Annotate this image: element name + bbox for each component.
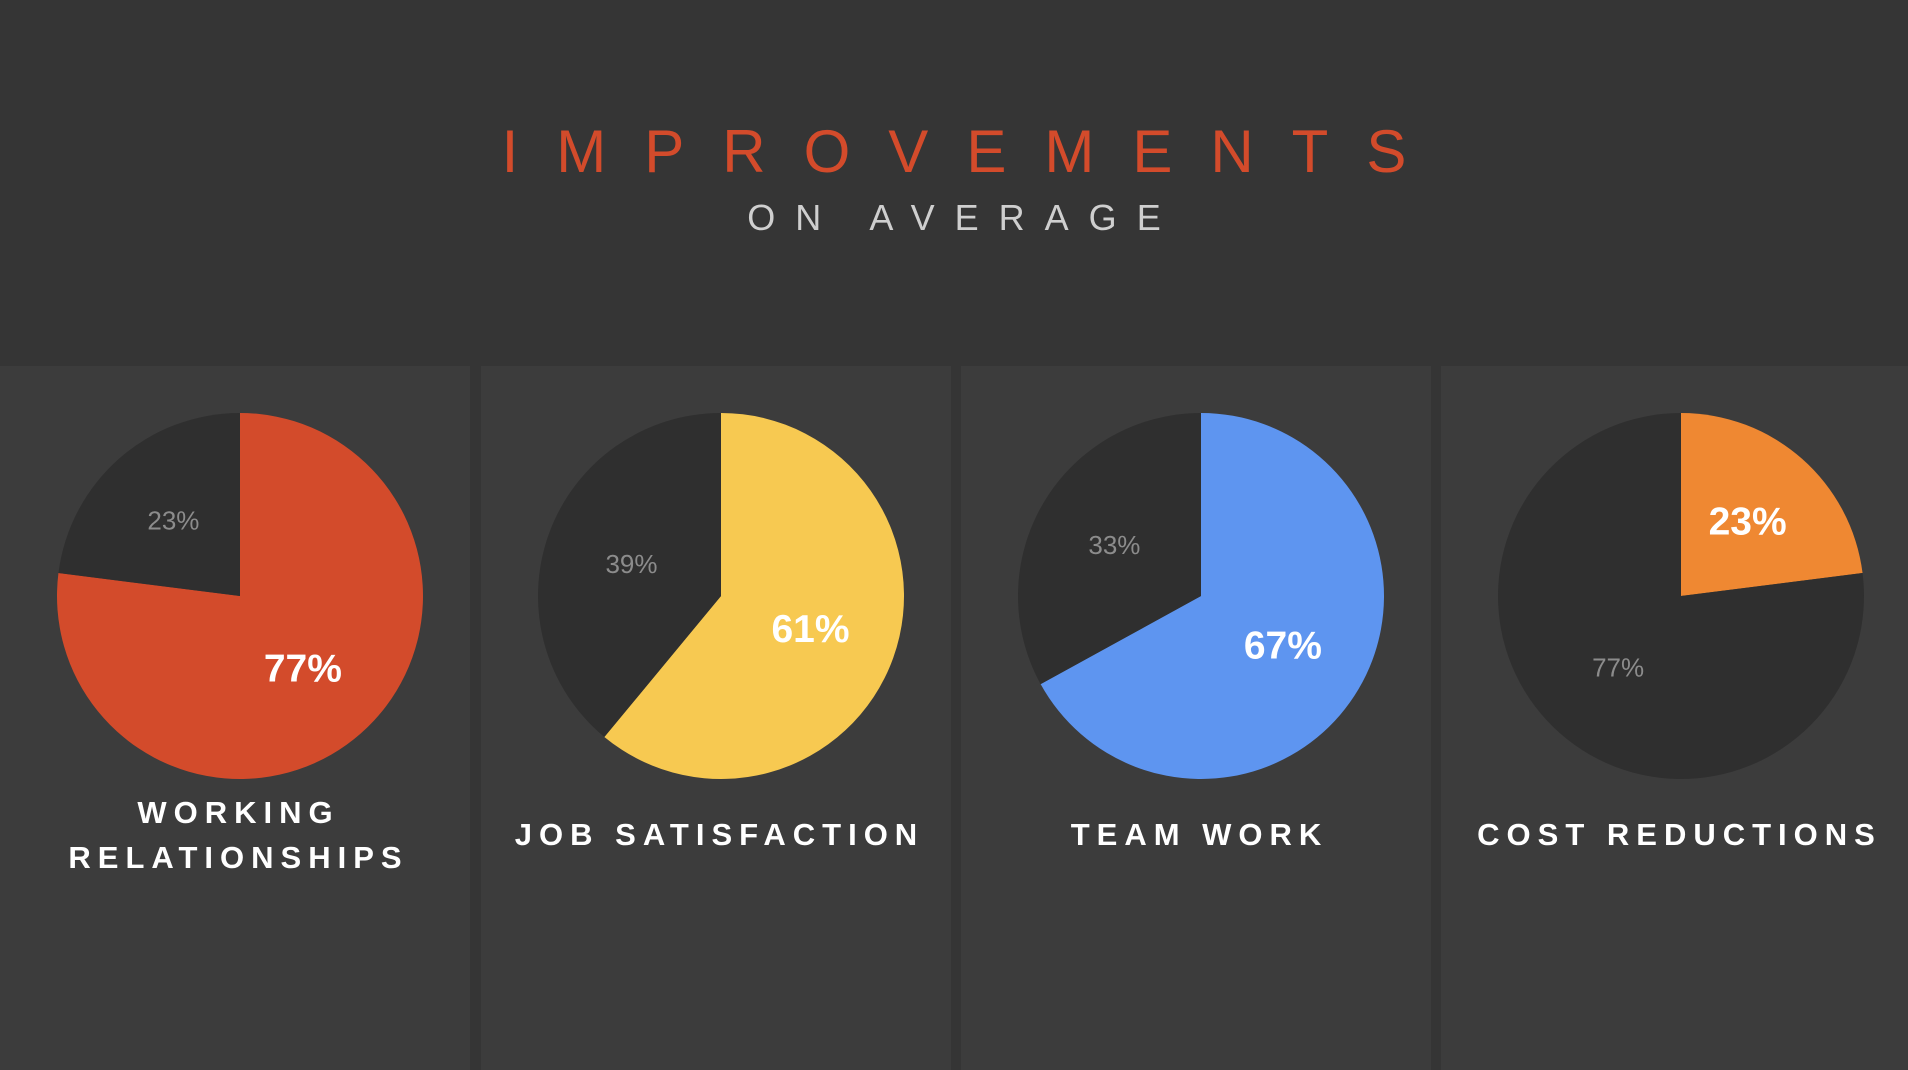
pie-slice-cost-reductions-remainder xyxy=(1498,413,1865,779)
header: IMPROVEMENTS ON AVERAGE xyxy=(0,0,1908,366)
chart-label-working-relationships: WORKING RELATIONSHIPS xyxy=(0,790,470,880)
pie-chart-working-relationships: 77% 23% xyxy=(56,413,423,779)
pie-label-job-satisfaction-remainder: 39% xyxy=(605,549,657,579)
pie-label-team-work-main: 67% xyxy=(1244,624,1322,667)
pie-label-cost-reductions-remainder: 77% xyxy=(1592,652,1644,682)
chart-label-line: WORKING xyxy=(137,795,340,830)
chart-label-team-work: TEAM WORK xyxy=(961,812,1431,857)
pie-slice-working-relationships-main xyxy=(56,413,423,779)
pie-label-working-relationships-main: 77% xyxy=(264,647,342,690)
chart-label-line: RELATIONSHIPS xyxy=(68,840,409,875)
chart-label-line: JOB SATISFACTION xyxy=(514,817,925,852)
pie-label-cost-reductions-main: 23% xyxy=(1709,501,1787,544)
pie-slice-working-relationships-remainder xyxy=(58,413,240,596)
panel-job-satisfaction: 61% 39% JOB SATISFACTION xyxy=(481,366,951,1070)
chart-label-line: COST REDUCTIONS xyxy=(1477,817,1882,852)
chart-label-cost-reductions: COST REDUCTIONS xyxy=(1441,812,1908,857)
pie-chart-job-satisfaction: 61% 39% xyxy=(538,413,905,779)
pie-label-working-relationships-remainder: 23% xyxy=(147,506,199,536)
pie-slice-team-work-main xyxy=(1040,413,1385,779)
pie-label-job-satisfaction-main: 61% xyxy=(771,608,849,651)
pie-slice-job-satisfaction-remainder xyxy=(538,413,721,737)
page-title: IMPROVEMENTS xyxy=(501,118,1445,185)
panel-working-relationships: 77% 23% WORKING RELATIONSHIPS xyxy=(0,366,470,1070)
page-subtitle: ON AVERAGE xyxy=(747,197,1181,238)
panel-cost-reductions: 23% 77% COST REDUCTIONS xyxy=(1441,366,1908,1070)
pie-slice-cost-reductions-main xyxy=(1681,413,1863,596)
chart-label-line: TEAM WORK xyxy=(1070,817,1329,852)
pie-chart-team-work: 67% 33% xyxy=(1018,413,1385,779)
pie-label-team-work-remainder: 33% xyxy=(1088,530,1140,560)
pie-slice-job-satisfaction-main xyxy=(604,413,905,779)
panel-team-work: 67% 33% TEAM WORK xyxy=(961,366,1431,1070)
chart-label-job-satisfaction: JOB SATISFACTION xyxy=(481,812,951,857)
pie-slice-team-work-remainder xyxy=(1018,413,1201,685)
pie-chart-cost-reductions: 23% 77% xyxy=(1498,413,1865,779)
